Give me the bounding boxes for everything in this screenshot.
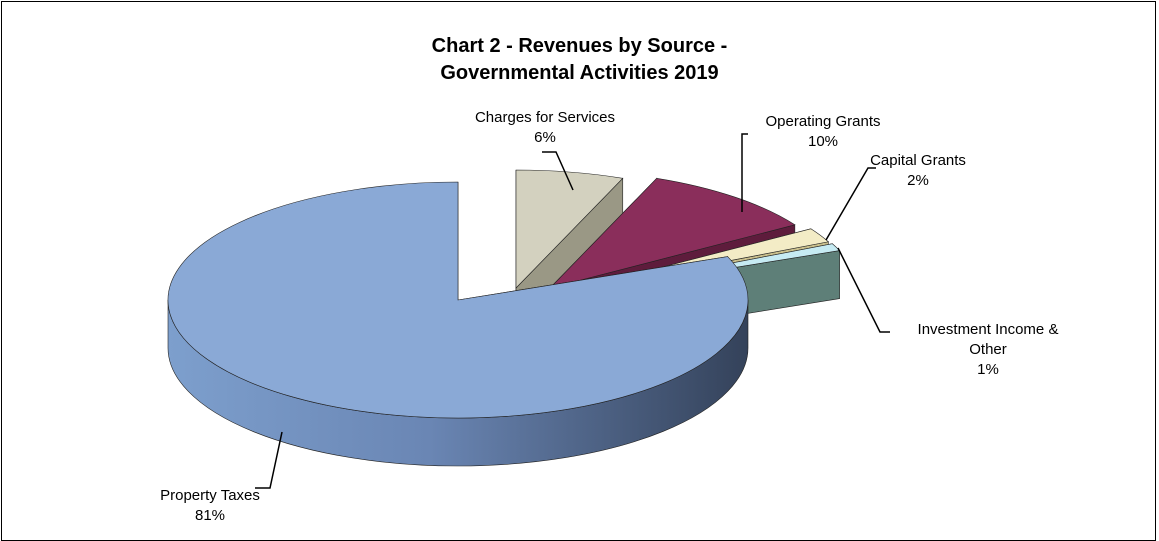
pie-slice-top-operating-grants	[549, 177, 796, 289]
leader-line-capital-grants	[825, 167, 876, 241]
pie-chart: Property Taxes 81% Charges for Services 6% O…	[160, 109, 1059, 524]
leader-line-property-taxes	[255, 431, 283, 489]
slice-label-capital-grants: Capital Grants	[870, 152, 966, 169]
pie-slice-top-charges-for-services	[515, 169, 624, 289]
leader-line-charges-for-services	[542, 151, 574, 191]
slice-value-label-investment-income-other: 1%	[977, 361, 999, 378]
slice-label-charges-for-services: Charges for Services	[475, 109, 615, 126]
leader-line-operating-grants	[741, 133, 748, 212]
pie-slice-top-property-taxes	[167, 181, 749, 419]
pie-slice-property-taxes	[167, 181, 749, 467]
leader-line-investment-income-other	[837, 247, 890, 333]
slice-label-investment-income-other-line-2: Other	[969, 341, 1007, 358]
slice-value-label-property-taxes: 81%	[195, 507, 225, 524]
chart-title-line-1: Chart 2 - Revenues by Source -	[431, 35, 728, 57]
slice-label-investment-income-other-line-1: Investment Income &	[918, 321, 1059, 338]
slice-value-label-capital-grants: 2%	[907, 172, 929, 189]
slice-value-label-operating-grants: 10%	[808, 133, 838, 150]
slice-label-property-taxes: Property Taxes	[160, 487, 260, 504]
slice-label-operating-grants: Operating Grants	[765, 113, 880, 130]
chart-title-line-2: Governmental Activities 2019	[440, 62, 719, 84]
slice-value-label-charges-for-services: 6%	[534, 129, 556, 146]
